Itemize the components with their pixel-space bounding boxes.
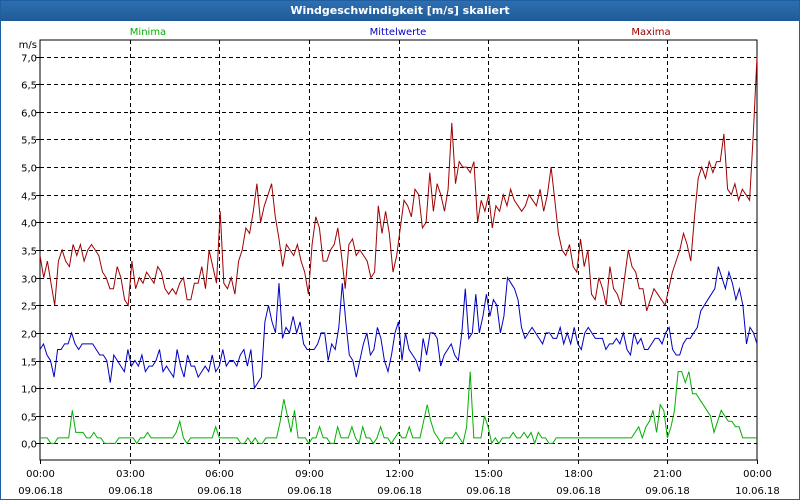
x-tick-date: 10.06.18: [735, 486, 780, 497]
window-title: Windgeschwindigkeit [m/s] skaliert: [1, 1, 799, 21]
y-tick-label: 0,5: [21, 413, 37, 424]
y-tick-label: 5,5: [21, 136, 37, 147]
x-tick-time: 00:00: [743, 469, 772, 480]
y-tick-label: 4,0: [21, 219, 37, 230]
y-tick-label: 0,0: [21, 440, 37, 451]
x-tick-time: 18:00: [564, 469, 593, 480]
x-tick-date: 09.06.18: [197, 486, 242, 497]
legend-mittelwerte: Mittelwerte: [370, 27, 427, 38]
series-line-mittelwerte: [39, 266, 758, 390]
x-tick-time: 12:00: [385, 469, 414, 480]
legend-maxima: Maxima: [631, 27, 670, 38]
y-tick-label: 1,0: [21, 385, 37, 396]
series-line-minima: [40, 371, 757, 446]
x-tick-date: 09.06.18: [466, 486, 511, 497]
series-line-maxima: [39, 56, 758, 311]
y-tick-label: 2,0: [21, 330, 37, 341]
x-tick-time: 09:00: [295, 469, 324, 480]
x-tick-date: 09.06.18: [108, 486, 153, 497]
y-axis-unit: m/s: [19, 40, 37, 51]
x-tick-time: 06:00: [205, 469, 234, 480]
y-tick-label: 4,5: [21, 192, 37, 203]
y-tick-label: 3,0: [21, 275, 37, 286]
x-tick-time: 15:00: [474, 469, 503, 480]
y-tick-label: 1,5: [21, 358, 37, 369]
x-tick-date: 09.06.18: [18, 486, 63, 497]
x-tick-time: 21:00: [653, 469, 682, 480]
y-tick-label: 6,0: [21, 109, 37, 120]
x-tick-date: 09.06.18: [645, 486, 690, 497]
x-tick-time: 00:00: [26, 469, 55, 480]
x-tick-time: 03:00: [116, 469, 145, 480]
y-tick-label: 6,5: [21, 81, 37, 92]
y-tick-label: 2,5: [21, 302, 37, 313]
y-tick-label: 3,5: [21, 247, 37, 258]
legend-minima: Minima: [130, 27, 166, 38]
x-tick-date: 09.06.18: [377, 486, 422, 497]
y-tick-label: 5,0: [21, 164, 37, 175]
x-tick-date: 09.06.18: [287, 486, 332, 497]
y-tick-label: 7,0: [21, 54, 37, 65]
x-tick-date: 09.06.18: [556, 486, 601, 497]
